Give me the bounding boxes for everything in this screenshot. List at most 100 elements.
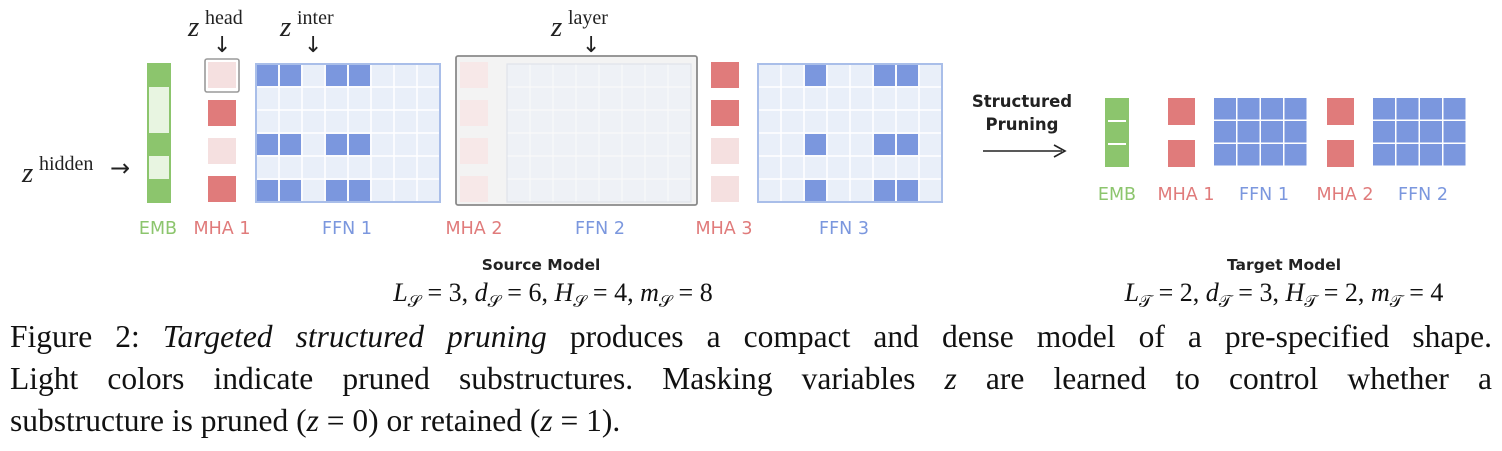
target-ffn2-cell	[1373, 144, 1395, 166]
target-ffn2-cell	[1420, 121, 1442, 143]
source-ffn2-label: FFN 2	[575, 219, 625, 239]
caption-eq-one: = 1).	[552, 403, 621, 438]
caption-line-2: Light colors indicate pruned substructur…	[10, 358, 1492, 400]
source-mha2-label: MHA 2	[446, 219, 503, 239]
source-ffn1-cell	[326, 180, 347, 201]
source-mha1-head	[208, 176, 236, 202]
target-eq1: = 2,	[1152, 278, 1206, 307]
caption-line-1: Figure 2: Targeted structured pruning pr…	[10, 316, 1492, 358]
source-ffn3-cell	[805, 134, 826, 155]
source-ffn3-cell	[805, 180, 826, 201]
z-layer-sup: layer	[568, 7, 608, 29]
source-ffn1-cell	[326, 65, 347, 86]
target-ffn2-cell	[1443, 121, 1466, 143]
z-inter-sup: inter	[297, 7, 334, 29]
source-L: L	[392, 278, 407, 307]
caption-eq-zero: = 0) or retained (	[318, 403, 541, 438]
z-hidden-right-arrow: →	[110, 154, 130, 182]
z-hidden-annotation: z hidden →	[21, 153, 130, 189]
source-mha2-head-pruned	[460, 138, 488, 164]
target-emb-label: EMB	[1098, 185, 1136, 205]
target-formula: L𝒯 = 2, d𝒯 = 3, H𝒯 = 2, m𝒯 = 4	[1124, 278, 1444, 310]
caption-z-1: z	[944, 361, 957, 396]
source-ffn3-cell	[897, 65, 918, 86]
source-ffn1-cell	[280, 134, 301, 155]
target-mha1-head	[1168, 98, 1195, 125]
source-mha2-head-pruned	[460, 100, 488, 126]
z-inter-down-arrow: ↓	[304, 33, 322, 58]
caption-line2-end: are learned to control whether a	[956, 361, 1493, 396]
source-mha2-head-pruned	[460, 62, 488, 88]
source-model-title: Source Model	[482, 256, 601, 274]
z-hidden-base: z	[21, 157, 33, 189]
source-ffn1-cell	[349, 180, 370, 201]
caption-italic-phrase: Targeted structured pruning	[162, 319, 547, 354]
source-ffn1-cell	[280, 180, 301, 201]
figure-label: Figure 2:	[10, 319, 163, 354]
source-eq3: = 4,	[586, 278, 640, 307]
source-m: m	[640, 278, 659, 307]
target-ffn1-cell	[1237, 121, 1260, 143]
source-m-sub: 𝒮	[659, 292, 674, 310]
structured-label: Structured	[972, 92, 1072, 111]
source-emb-cell	[148, 133, 170, 156]
target-mha2-head	[1327, 140, 1354, 167]
target-ffn2-cell	[1396, 98, 1419, 120]
target-component-labels: EMB MHA 1 FFN 1 MHA 2 FFN 2	[1098, 185, 1448, 205]
source-ffn1-cell	[349, 134, 370, 155]
target-eq4: = 4	[1403, 278, 1444, 307]
source-d: d	[475, 278, 489, 307]
source-ffn1-cell	[349, 65, 370, 86]
target-ffn1-cell	[1214, 98, 1236, 120]
source-emb-label: EMB	[139, 219, 177, 239]
caption-z-3: z	[540, 403, 553, 438]
caption-line3-start: substructure is pruned (	[10, 403, 307, 438]
source-ffn3-cell	[874, 180, 895, 201]
source-H-sub: 𝒮	[573, 292, 588, 310]
target-mha2-label: MHA 2	[1317, 185, 1374, 205]
caption-line-3: substructure is pruned (z = 0) or retain…	[10, 400, 1492, 442]
source-mha3-head	[711, 100, 739, 126]
source-H: H	[553, 278, 574, 307]
z-layer-down-arrow: ↓	[582, 33, 600, 58]
source-ffn1-label: FFN 1	[322, 219, 372, 239]
target-ffn1-cell	[1284, 98, 1307, 120]
source-emb-cell	[148, 110, 170, 133]
target-ffn1-label: FFN 1	[1239, 185, 1289, 205]
target-mha1-label: MHA 1	[1158, 185, 1215, 205]
target-ffn2-cell	[1443, 144, 1466, 166]
target-H: H	[1284, 278, 1305, 307]
target-model-title: Target Model	[1227, 256, 1341, 274]
source-mha3-head	[711, 62, 739, 88]
target-ffn1-cell	[1284, 144, 1307, 166]
target-ffn1-cell	[1237, 98, 1260, 120]
source-mha1-head	[208, 138, 236, 164]
target-ffn2-label: FFN 2	[1398, 185, 1448, 205]
target-eq3: = 2,	[1317, 278, 1371, 307]
source-ffn3-cell	[805, 65, 826, 86]
source-emb-cell	[148, 87, 170, 110]
source-L-sub: 𝒮	[408, 292, 423, 310]
target-ffn2-cell	[1373, 121, 1395, 143]
source-ffn3-cell	[874, 134, 895, 155]
source-ffn3-outline	[757, 63, 943, 203]
caption-line2-start: Light colors indicate pruned substructur…	[10, 361, 945, 396]
target-emb	[1105, 98, 1129, 167]
source-mha3-label: MHA 3	[696, 219, 753, 239]
target-mha2-head	[1327, 98, 1354, 125]
source-ffn3-cell	[897, 134, 918, 155]
caption-z-2: z	[306, 403, 319, 438]
source-ffn1-cell	[257, 180, 278, 201]
source-d-sub: 𝒮	[488, 292, 503, 310]
source-ffn1-outline	[255, 63, 441, 203]
source-mha1-label: MHA 1	[194, 219, 251, 239]
z-inter-base: z	[279, 11, 291, 43]
source-ffn1-cell	[257, 65, 278, 86]
target-ffn1-cell	[1261, 144, 1283, 166]
source-ffn3-cell	[897, 180, 918, 201]
z-layer-annotation: z layer ↓	[550, 7, 608, 58]
structured-pruning-arrow: Structured Pruning	[972, 92, 1072, 158]
source-emb-outline	[147, 63, 171, 203]
target-ffn1-cell	[1284, 121, 1307, 143]
source-ffn3-label: FFN 3	[819, 219, 869, 239]
